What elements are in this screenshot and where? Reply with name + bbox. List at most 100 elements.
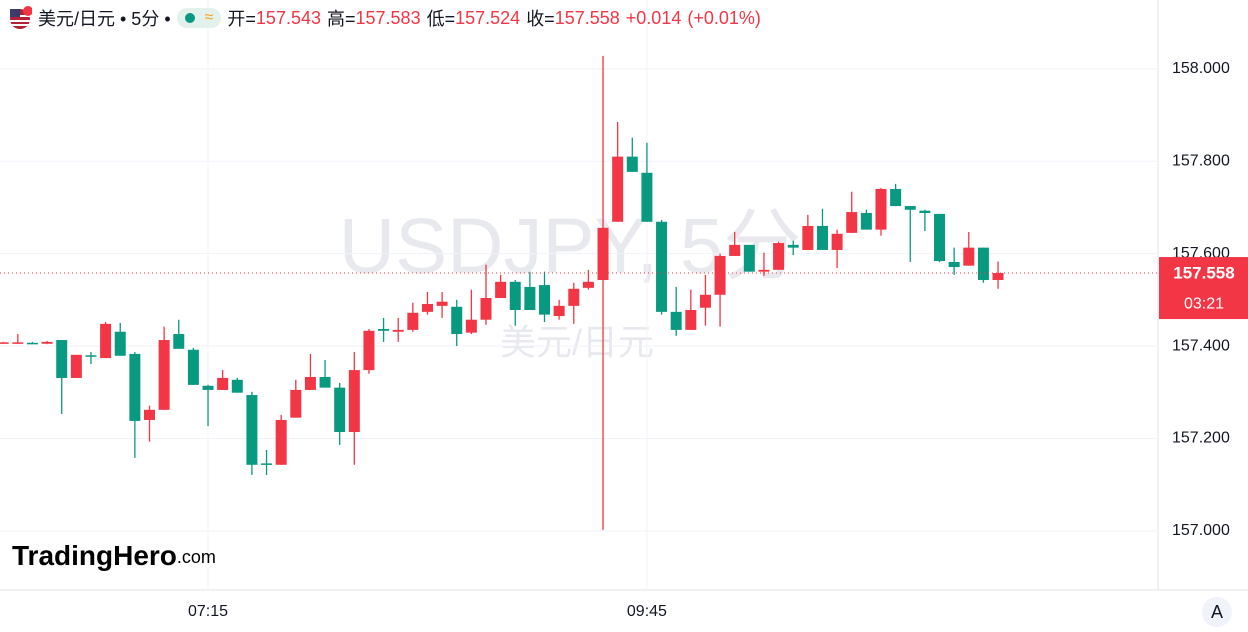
candle-body [641, 172, 653, 222]
candle-body [875, 188, 887, 230]
candle-body [407, 312, 419, 330]
candle-body [612, 156, 624, 222]
candle-body [597, 227, 609, 280]
candle-body [0, 342, 9, 344]
candle-body [699, 294, 711, 308]
auto-scale-label[interactable]: A [1211, 602, 1223, 622]
candle-body [465, 319, 477, 333]
candle-body [729, 244, 741, 256]
candle-body [451, 306, 463, 335]
candle-body [334, 387, 346, 432]
candle-body [480, 298, 492, 320]
candle-body [436, 301, 448, 306]
candle-body [392, 329, 404, 332]
candle-body [992, 273, 1004, 280]
candle-body [890, 188, 902, 207]
candle-body [363, 330, 375, 371]
candle-body [846, 212, 858, 233]
candle-body [187, 349, 199, 385]
candle-body [246, 395, 258, 465]
candle-body [934, 213, 946, 262]
candle-body [12, 342, 24, 344]
flag [10, 6, 32, 29]
plot [0, 0, 1158, 590]
candle-body [70, 354, 82, 378]
candle-body [553, 305, 565, 317]
candle-body [231, 379, 243, 393]
change-pct: (+0.01%) [687, 7, 761, 28]
x-tick-label: 07:15 [188, 603, 228, 620]
candle-body [685, 310, 697, 330]
y-tick-label: 158.000 [1172, 60, 1230, 77]
candle-body [568, 288, 580, 306]
candle-body [963, 247, 975, 266]
candle-body [158, 340, 170, 410]
candle-body [56, 340, 68, 378]
candle-body [743, 244, 755, 272]
candle-body [509, 281, 521, 311]
y-tick-label: 157.400 [1172, 337, 1230, 354]
ohlc-value: 157.543 [255, 7, 321, 28]
candle-body [758, 269, 770, 272]
candle-body [714, 255, 726, 295]
ohlc-label: 低= [426, 9, 456, 29]
candle-body [948, 261, 960, 268]
auto-scale-button[interactable] [1202, 597, 1232, 627]
candle-body [261, 463, 273, 465]
candle-body [348, 370, 360, 432]
candle-body [114, 331, 126, 356]
header: 美元/日元 • 5分 • ≈ 开= 157.543 高= 157.583 低= 157… [8, 4, 761, 32]
candle-body [539, 285, 551, 315]
candle-body [656, 221, 668, 312]
ohlc-label: 收= [526, 9, 555, 29]
candle-body [173, 334, 185, 349]
ohlc-value: 157.583 [355, 7, 421, 28]
candle-body [275, 419, 287, 465]
badge-icon: ≈ [204, 9, 214, 26]
symbol-title: 美元/日元 • 5分 • [38, 9, 171, 29]
candle-body [860, 212, 872, 230]
x-tick-label: 09:45 [627, 603, 667, 620]
market-dot [184, 13, 195, 23]
ohlc-label: 开= [227, 9, 256, 29]
price-tag [1159, 257, 1248, 320]
candle-body [129, 353, 141, 421]
candle-body [378, 328, 390, 331]
candle-body [831, 233, 843, 250]
candle-body [290, 389, 302, 418]
y-tick-label: 157.800 [1172, 152, 1230, 169]
candle-body [626, 156, 638, 172]
ohlc-value: 157.524 [455, 7, 521, 28]
status-badge[interactable]: ≈ [176, 8, 222, 28]
countdown: 03:21 [1184, 295, 1224, 312]
logo-brand-text: TradingHero [12, 540, 177, 571]
candle-body [304, 377, 316, 390]
ohlc-label: 高= [327, 9, 356, 29]
change: +0.014 [625, 7, 682, 28]
candle-body [670, 311, 682, 330]
candle-body [100, 323, 112, 359]
candle-body [421, 304, 433, 312]
candle-body [495, 281, 507, 299]
candle-body [582, 281, 594, 288]
ohlc-value: 157.558 [554, 7, 620, 28]
candle-body [217, 377, 229, 390]
candle-body [787, 244, 799, 248]
candle-body [202, 385, 214, 390]
candle-body [802, 225, 814, 250]
candle-body [144, 409, 155, 420]
candle-body [524, 286, 536, 311]
candle-body [26, 342, 38, 345]
logo-brand: TradingHero.com [12, 540, 216, 571]
watermark-name: 美元/日元 [500, 322, 654, 363]
y-tick-label: 157.000 [1172, 522, 1230, 539]
price-tag-label: 157.558 [1173, 264, 1234, 283]
candle-body [816, 225, 828, 250]
candle-body [85, 355, 97, 357]
logo-domain: .com [177, 547, 216, 567]
candle-body [41, 341, 53, 344]
y-tick-label: 157.200 [1172, 430, 1230, 447]
candle-body [773, 243, 785, 270]
